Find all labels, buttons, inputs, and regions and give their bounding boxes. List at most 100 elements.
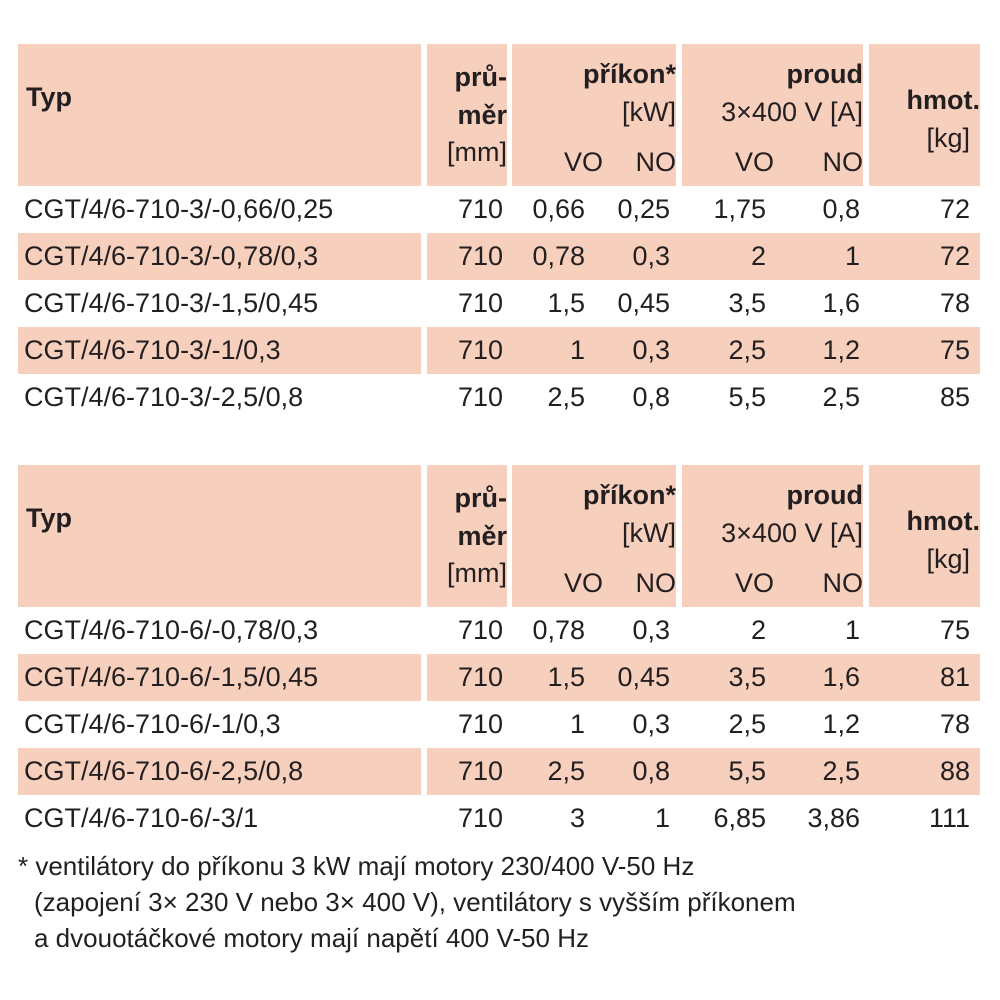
cell-prikon-vo: 0,78 bbox=[532, 241, 585, 271]
cell-hmot: 88 bbox=[939, 756, 970, 786]
cell-proud-no: 1 bbox=[844, 615, 860, 645]
table-row: CGT/4/6-710-3/-1,5/0,45 710 1,5 0,45 3,5… bbox=[18, 280, 980, 327]
cell-proud-vo: 5,5 bbox=[728, 382, 766, 412]
cell-typ: CGT/4/6-710-3/-0,66/0,25 bbox=[24, 194, 334, 224]
cell-prikon-no: 0,8 bbox=[632, 756, 670, 786]
cell-proud-no: 1,2 bbox=[822, 709, 860, 739]
spec-table-1: Typ prů- měr [mm] příkon* [kW] VO NO pro… bbox=[18, 44, 980, 421]
header-cell-typ: Typ bbox=[18, 465, 421, 607]
cell-hmot: 81 bbox=[939, 662, 970, 692]
header-proud-vo: VO bbox=[735, 568, 775, 598]
cell-typ: CGT/4/6-710-3/-0,78/0,3 bbox=[24, 241, 319, 271]
header-cell-prikon: příkon* [kW] VO NO bbox=[512, 465, 676, 607]
cell-prikon-no: 0,3 bbox=[632, 241, 670, 271]
header-proud: proud bbox=[786, 480, 863, 510]
cell-proud-no: 1,6 bbox=[822, 662, 860, 692]
header-cell-proud: proud 3×400 V [A] VO NO bbox=[682, 44, 863, 186]
header-cell-prumer: prů- měr [mm] bbox=[427, 465, 507, 607]
header-prikon-vo: VO bbox=[564, 147, 604, 177]
cell-hmot: 72 bbox=[939, 194, 970, 224]
header-proud-vo: VO bbox=[735, 147, 775, 177]
header-prikon-no: NO bbox=[635, 568, 677, 598]
header-prumer-1: prů- bbox=[454, 483, 507, 513]
table-row: CGT/4/6-710-3/-2,5/0,8 710 2,5 0,8 5,5 2… bbox=[18, 374, 980, 421]
cell-typ: CGT/4/6-710-6/-1,5/0,45 bbox=[24, 662, 319, 692]
cell-prikon-no: 0,3 bbox=[632, 709, 670, 739]
header-prumer-2: měr bbox=[457, 521, 507, 551]
cell-proud-no: 0,8 bbox=[822, 194, 860, 224]
header-proud-unit: 3×400 V [A] bbox=[721, 518, 863, 548]
cell-proud-vo: 2 bbox=[750, 615, 766, 645]
cell-typ: CGT/4/6-710-6/-2,5/0,8 bbox=[24, 756, 304, 786]
table-row: CGT/4/6-710-3/-0,78/0,3 710 0,78 0,3 2 1… bbox=[18, 233, 980, 280]
header-prikon-unit: [kW] bbox=[622, 518, 676, 548]
cell-hmot: 78 bbox=[939, 709, 970, 739]
cell-prumer: 710 bbox=[457, 615, 503, 645]
cell-prikon-vo: 1,5 bbox=[547, 288, 585, 318]
footnote-line-2: (zapojení 3× 230 V nebo 3× 400 V), venti… bbox=[34, 887, 796, 917]
cell-prikon-no: 0,25 bbox=[617, 194, 670, 224]
cell-prumer: 710 bbox=[457, 288, 503, 318]
header-prikon: příkon* bbox=[582, 480, 676, 510]
table-row: CGT/4/6-710-3/-1/0,3 710 1 0,3 2,5 1,2 7… bbox=[18, 327, 980, 374]
cell-proud-vo: 3,5 bbox=[728, 288, 766, 318]
cell-proud-vo: 2 bbox=[750, 241, 766, 271]
header-cell-prikon: příkon* [kW] VO NO bbox=[512, 44, 676, 186]
table-body: CGT/4/6-710-3/-0,66/0,25 710 0,66 0,25 1… bbox=[18, 186, 980, 421]
header-proud-no: NO bbox=[822, 568, 864, 598]
header-typ: Typ bbox=[26, 82, 72, 112]
cell-hmot: 111 bbox=[928, 803, 970, 833]
cell-typ: CGT/4/6-710-3/-1,5/0,45 bbox=[24, 288, 319, 318]
cell-proud-no: 1,6 bbox=[822, 288, 860, 318]
cell-proud-no: 3,86 bbox=[807, 803, 860, 833]
cell-prikon-no: 0,45 bbox=[617, 662, 670, 692]
cell-prikon-vo: 1 bbox=[569, 709, 585, 739]
spec-table-2: Typ prů- měr [mm] příkon* [kW] VO NO pro… bbox=[18, 465, 980, 842]
footnote-line-3: a dvouotáčkové motory mají napětí 400 V-… bbox=[34, 923, 589, 953]
cell-proud-no: 1,2 bbox=[822, 335, 860, 365]
header-proud-unit: 3×400 V [A] bbox=[721, 97, 863, 127]
table-body: CGT/4/6-710-6/-0,78/0,3 710 0,78 0,3 2 1… bbox=[18, 607, 980, 842]
header-cell-hmot: hmot. [kg] bbox=[869, 44, 980, 186]
header-typ: Typ bbox=[26, 503, 72, 533]
cell-prikon-no: 0,8 bbox=[632, 382, 670, 412]
cell-proud-vo: 5,5 bbox=[728, 756, 766, 786]
cell-proud-no: 2,5 bbox=[822, 382, 860, 412]
cell-hmot: 78 bbox=[939, 288, 970, 318]
table-row: CGT/4/6-710-6/-1,5/0,45 710 1,5 0,45 3,5… bbox=[18, 654, 980, 701]
table-row: CGT/4/6-710-6/-3/1 710 3 1 6,85 3,86 111 bbox=[18, 795, 980, 842]
header-hmot: hmot. bbox=[906, 506, 981, 536]
cell-hmot: 85 bbox=[939, 382, 970, 412]
header-proud: proud bbox=[786, 59, 863, 89]
header-prikon-unit: [kW] bbox=[622, 97, 676, 127]
cell-prikon-vo: 1 bbox=[569, 335, 585, 365]
cell-prikon-no: 0,3 bbox=[632, 615, 670, 645]
header-cell-proud: proud 3×400 V [A] VO NO bbox=[682, 465, 863, 607]
cell-proud-vo: 1,75 bbox=[713, 194, 766, 224]
cell-prikon-vo: 0,78 bbox=[532, 615, 585, 645]
header-prikon: příkon* bbox=[582, 59, 676, 89]
table-row: CGT/4/6-710-6/-0,78/0,3 710 0,78 0,3 2 1… bbox=[18, 607, 980, 654]
header-prikon-no: NO bbox=[635, 147, 677, 177]
header-cell-prumer: prů- měr [mm] bbox=[427, 44, 507, 186]
cell-proud-no: 2,5 bbox=[822, 756, 860, 786]
cell-prikon-no: 0,45 bbox=[617, 288, 670, 318]
header-hmot-unit: [kg] bbox=[926, 544, 970, 574]
footnote-line-1: * ventilátory do příkonu 3 kW mají motor… bbox=[18, 851, 695, 881]
cell-prikon-no: 0,3 bbox=[632, 335, 670, 365]
cell-prumer: 710 bbox=[457, 335, 503, 365]
header-prumer-unit: [mm] bbox=[447, 558, 507, 588]
cell-prikon-vo: 1,5 bbox=[547, 662, 585, 692]
cell-typ: CGT/4/6-710-6/-3/1 bbox=[24, 803, 259, 833]
header-cell-hmot: hmot. [kg] bbox=[869, 465, 980, 607]
cell-proud-no: 1 bbox=[844, 241, 860, 271]
cell-typ: CGT/4/6-710-3/-2,5/0,8 bbox=[24, 382, 304, 412]
cell-hmot: 72 bbox=[939, 241, 970, 271]
cell-prumer: 710 bbox=[457, 194, 503, 224]
header-prumer-1: prů- bbox=[454, 62, 507, 92]
header-proud-no: NO bbox=[822, 147, 864, 177]
cell-proud-vo: 6,85 bbox=[713, 803, 766, 833]
cell-typ: CGT/4/6-710-3/-1/0,3 bbox=[24, 335, 281, 365]
table-header: Typ prů- měr [mm] příkon* [kW] VO NO pro… bbox=[18, 465, 980, 607]
header-hmot: hmot. bbox=[906, 85, 981, 115]
